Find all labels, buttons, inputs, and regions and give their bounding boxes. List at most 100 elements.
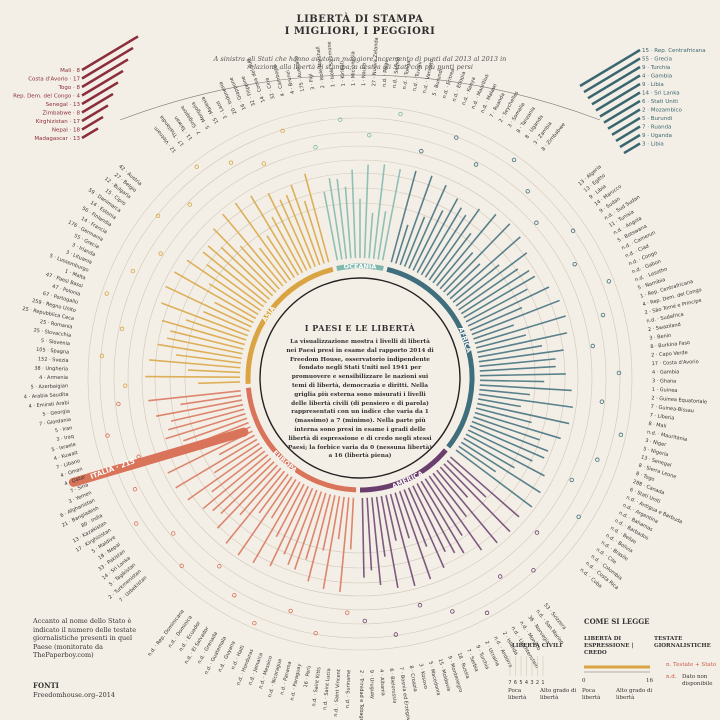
bar-europa-30 <box>183 417 248 442</box>
civil-marker-europa-21 <box>171 531 176 536</box>
legend-press-example: n. Testate + Stato <box>666 662 717 668</box>
bar-africa-2 <box>399 175 433 266</box>
bar-africa-1 <box>395 224 409 264</box>
bar-asia-34 <box>304 173 330 263</box>
center-disc <box>285 303 435 453</box>
civil-marker-africa-30 <box>590 343 596 349</box>
region-arc-america <box>359 448 448 493</box>
country-label-bottom-23: n.d. · Saint Lucia <box>322 668 332 710</box>
bar-africa-34 <box>479 379 545 383</box>
bar-europa-32 <box>167 408 245 431</box>
civil-marker-africa-21 <box>572 261 577 267</box>
bar-africa-39 <box>477 402 570 425</box>
header-arc <box>119 74 601 121</box>
bar-asia-1 <box>145 375 241 378</box>
bar-asia-2 <box>187 369 241 374</box>
worst-bar-10 <box>619 133 641 149</box>
worst-bar-7 <box>607 108 641 130</box>
worst-label-3: 4 · Gambia <box>642 74 672 80</box>
bar-africa-23 <box>469 306 523 331</box>
civil-marker-europa-33 <box>105 433 110 438</box>
best-bar-7 <box>81 115 104 131</box>
legend-civil-scale-6: 1 <box>541 680 544 686</box>
legend-civil-low: Poca libertà <box>508 688 527 701</box>
civil-marker-europa-18 <box>179 563 184 569</box>
bar-europa-15 <box>258 473 289 514</box>
bar-asia-28 <box>271 216 304 274</box>
worst-bar-8 <box>611 116 641 136</box>
legend-press-na: n.d. <box>666 674 677 680</box>
country-label-top-13: 4 · Brunei <box>285 69 296 94</box>
bar-america-4 <box>436 469 498 544</box>
bar-africa-44 <box>469 425 545 459</box>
bar-america-10 <box>412 485 446 553</box>
best-label-0: Mali · 8 <box>60 68 80 74</box>
civil-marker-oceania-6 <box>367 132 372 138</box>
civil-marker-asia-0 <box>122 383 128 388</box>
worst-bar-9 <box>615 125 641 142</box>
worst-bar-1 <box>583 57 641 94</box>
country-label-left-29: 105 · Spagna <box>36 347 70 356</box>
bar-asia-21 <box>212 228 277 293</box>
best-label-4: Senegal · 13 <box>46 102 81 108</box>
civil-marker-america-12 <box>450 609 455 614</box>
legend-press-label: TESTATE GIORNALISTICHE <box>654 636 711 649</box>
civil-marker-oceania-3 <box>338 117 343 122</box>
bar-europa-36 <box>148 390 241 402</box>
bar-africa-50 <box>455 449 533 508</box>
bar-america-12 <box>403 489 428 547</box>
bar-oceania-4 <box>351 169 357 259</box>
bar-africa-0 <box>390 170 417 263</box>
best-bar-4 <box>81 81 119 106</box>
country-label-left-19: 3 · Iraq <box>56 434 75 443</box>
bar-africa-21 <box>465 288 528 323</box>
bar-asia-19 <box>207 245 270 300</box>
civil-marker-africa-12 <box>525 189 530 194</box>
civil-marker-europa-15 <box>217 564 222 569</box>
sources-url: Freedomhouse.org–2014 <box>33 691 116 699</box>
country-label-left-21: 7 · Giordania <box>39 417 72 428</box>
country-label-bottom-25: 16 · Perù <box>302 665 313 688</box>
best-label-5: Zimbabwe · 8 <box>42 111 80 117</box>
country-label-left-22: 5 · Georgia <box>42 409 70 418</box>
civil-marker-africa-36 <box>599 399 605 404</box>
bar-africa-10 <box>432 232 472 284</box>
bar-africa-49 <box>458 445 497 473</box>
civil-marker-africa-18 <box>570 228 576 233</box>
civil-marker-asia-21 <box>187 202 192 207</box>
civil-marker-asia-33 <box>280 128 285 134</box>
bar-america-3 <box>439 466 469 498</box>
country-label-left-28: 152 · Svezia <box>38 356 69 364</box>
center-text: La visualizzazione mostra i livelli di l… <box>286 339 434 460</box>
bar-america-0 <box>449 456 520 518</box>
bar-asia-9 <box>185 319 247 341</box>
country-label-top-25: n.d. · Tuvalu <box>412 61 424 92</box>
country-label-right-23: 17 · Costa d'Avorio <box>652 359 699 367</box>
country-label-left-32: 25 · Romania <box>39 319 73 331</box>
bar-africa-3 <box>403 216 426 267</box>
civil-marker-oceania-0 <box>313 145 318 150</box>
bar-asia-3 <box>149 359 241 369</box>
country-label-right-26: 1 · Guinea <box>652 387 678 394</box>
bar-europa-0 <box>349 497 355 550</box>
bar-africa-33 <box>479 373 566 377</box>
bar-africa-26 <box>474 315 566 345</box>
best-bar-6 <box>81 104 109 123</box>
bar-america-1 <box>446 459 487 498</box>
civil-marker-europa-36 <box>116 401 121 407</box>
country-label-right-28: 7 · Guinea-Bissau <box>650 404 694 414</box>
bar-africa-31 <box>479 358 556 368</box>
country-label-bottom-22: n.d. · Saint Vincent <box>333 669 342 717</box>
legend-expr-max: 16 <box>646 678 653 684</box>
bar-europa-4 <box>322 495 336 551</box>
civil-marker-asia-27 <box>228 160 234 165</box>
civil-marker-oceania-9 <box>398 111 403 117</box>
civil-marker-europa-24 <box>133 521 139 526</box>
country-label-right-32: 3 · Niger <box>645 438 668 449</box>
country-label-left-31: 25 · Slovacchia <box>33 328 71 339</box>
legend-civil-high: Alto grado di libertà <box>540 688 577 701</box>
bar-africa-36 <box>479 388 531 396</box>
region-arc-asia <box>245 266 334 384</box>
bar-africa-8 <box>424 214 467 278</box>
bar-africa-22 <box>467 286 550 327</box>
